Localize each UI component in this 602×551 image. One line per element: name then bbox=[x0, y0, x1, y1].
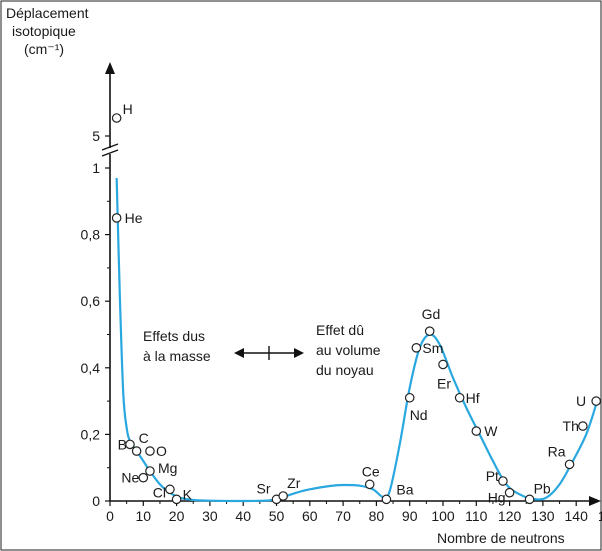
x-tick-label: 80 bbox=[369, 508, 385, 524]
data-point-hf bbox=[454, 392, 465, 403]
point-label-sr: Sr bbox=[257, 480, 271, 496]
point-label-ce: Ce bbox=[362, 463, 380, 479]
point-label-ra: Ra bbox=[548, 443, 566, 459]
data-point-sm bbox=[411, 343, 422, 353]
point-label-sm: Sm bbox=[422, 340, 443, 356]
data-point-mg bbox=[145, 466, 155, 476]
annotation-mass-line-1: Effets dus bbox=[143, 328, 205, 344]
data-point-zr bbox=[278, 491, 288, 501]
x-tick-label: 0 bbox=[106, 508, 114, 524]
x-tick-label: 30 bbox=[202, 508, 218, 524]
y-tick-label: 0,6 bbox=[81, 293, 101, 309]
axis-break-mark bbox=[101, 143, 119, 151]
x-tick-label: 70 bbox=[335, 508, 351, 524]
x-tick-label: 90 bbox=[402, 508, 418, 524]
point-label-c: C bbox=[139, 430, 149, 446]
data-point-pt bbox=[498, 476, 508, 486]
axes bbox=[101, 62, 601, 506]
y-tick-label: 0 bbox=[92, 493, 100, 509]
data-point-o bbox=[145, 446, 155, 456]
trend-curve bbox=[115, 177, 598, 503]
x-axis-arrow-icon bbox=[589, 496, 601, 506]
data-point-hg bbox=[504, 487, 515, 498]
data-point-w bbox=[471, 426, 482, 436]
data-point-c bbox=[131, 446, 142, 456]
double-arrow-icon bbox=[234, 346, 304, 360]
x-tick-label: 40 bbox=[235, 508, 251, 524]
annotation-mass-line-2: à la masse bbox=[143, 348, 211, 364]
y-tick-label: 0,8 bbox=[81, 227, 101, 243]
point-label-pt: Pt bbox=[486, 468, 499, 484]
y-tick-label: 5 bbox=[92, 128, 100, 144]
point-label-mg: Mg bbox=[158, 460, 177, 476]
point-label-nd: Nd bbox=[410, 407, 428, 423]
annotation-volume-line-2: au volume bbox=[316, 342, 381, 358]
x-tick-label: 150 bbox=[598, 508, 602, 524]
data-point-b bbox=[125, 439, 135, 450]
data-point-h bbox=[111, 113, 122, 123]
y-tick-label: 0,4 bbox=[81, 360, 101, 376]
data-point-u bbox=[591, 396, 601, 406]
x-tick-label: 110 bbox=[465, 508, 488, 524]
data-point-ba bbox=[381, 494, 392, 505]
y-axis-arrow-icon bbox=[105, 62, 115, 74]
ticks: 0102030405060708090100110120130140150160… bbox=[81, 128, 602, 524]
point-label-he: He bbox=[125, 210, 143, 226]
point-label-ba: Ba bbox=[396, 481, 413, 497]
data-point-pb bbox=[524, 494, 535, 505]
point-label-u: U bbox=[576, 393, 586, 409]
point-label-pb: Pb bbox=[534, 480, 551, 496]
point-label-o: O bbox=[156, 443, 167, 459]
data-point-he bbox=[111, 213, 122, 223]
data-point-cl bbox=[165, 484, 175, 495]
y-axis-title-line-1: Déplacement bbox=[6, 5, 89, 21]
point-label-b: B bbox=[118, 436, 127, 452]
point-labels: H He B CO Ne Mg Cl K Sr Zr Ce Ba Nd Sm Gd Er Hf W Pt Hg Pb Ra… bbox=[118, 101, 587, 506]
point-label-k: K bbox=[183, 486, 193, 502]
point-label-gd: Gd bbox=[422, 306, 441, 322]
point-label-zr: Zr bbox=[287, 475, 301, 491]
point-label-th: Th bbox=[563, 418, 579, 434]
data-point-gd bbox=[424, 326, 435, 336]
x-tick-label: 140 bbox=[565, 508, 589, 524]
x-tick-label: 60 bbox=[302, 508, 318, 524]
y-axis-title-line-3: (cm⁻¹) bbox=[24, 41, 64, 57]
point-label-er: Er bbox=[437, 375, 451, 391]
data-point-ne bbox=[138, 472, 149, 483]
data-point-er bbox=[438, 359, 448, 370]
y-tick-label: 1 bbox=[92, 160, 100, 176]
x-tick-label: 130 bbox=[531, 508, 555, 524]
x-tick-label: 100 bbox=[431, 508, 455, 524]
data-point-k bbox=[171, 494, 182, 505]
y-tick-label: 0,2 bbox=[81, 426, 101, 442]
point-label-ne: Ne bbox=[121, 470, 139, 486]
y-axis-title-line-2: isotopique bbox=[12, 23, 76, 39]
x-tick-label: 50 bbox=[269, 508, 285, 524]
x-tick-label: 20 bbox=[169, 508, 185, 524]
data-point-ce bbox=[364, 479, 375, 490]
point-label-hf: Hf bbox=[466, 390, 480, 406]
x-tick-label: 120 bbox=[498, 508, 522, 524]
data-point-ra bbox=[564, 459, 575, 470]
point-label-cl: Cl bbox=[153, 484, 166, 500]
x-axis-title: Nombre de neutrons bbox=[437, 530, 565, 546]
axis-break-mark bbox=[101, 149, 119, 157]
data-point-th bbox=[578, 421, 588, 431]
data-point-nd bbox=[404, 392, 415, 403]
point-label-hg: Hg bbox=[488, 490, 506, 506]
annotation-volume-line-1: Effet dû bbox=[316, 322, 364, 338]
point-label-w: W bbox=[484, 423, 498, 439]
data-markers bbox=[111, 113, 601, 505]
annotation-volume-line-3: du noyau bbox=[316, 362, 374, 378]
x-tick-label: 10 bbox=[136, 508, 152, 524]
point-label-h: H bbox=[123, 101, 133, 117]
